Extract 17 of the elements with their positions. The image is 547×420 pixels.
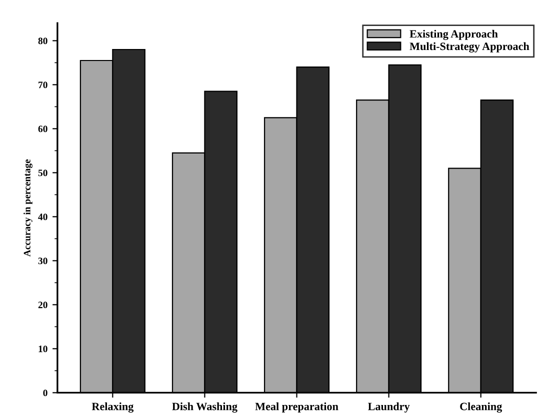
y-tick-label: 0 bbox=[43, 390, 48, 396]
x-tick-label: Meal preparation bbox=[255, 402, 338, 412]
x-tick-label: Dish Washing bbox=[172, 402, 238, 413]
y-tick-label: 60 bbox=[38, 126, 48, 132]
legend-label: Existing Approach bbox=[410, 30, 498, 40]
y-tick-label: 50 bbox=[38, 170, 48, 176]
y-tick-label: 10 bbox=[38, 346, 48, 352]
y-axis-title: Accuracy in percentage bbox=[24, 159, 32, 257]
y-tick-label: 40 bbox=[38, 214, 48, 220]
x-tick-label: Cleaning bbox=[460, 402, 502, 413]
x-tick-label: Laundry bbox=[368, 402, 410, 413]
y-tick-label: 80 bbox=[38, 38, 48, 44]
y-tick-label: 20 bbox=[38, 302, 48, 308]
legend-label: Multi-Strategy Approach bbox=[410, 42, 530, 52]
y-tick-label: 30 bbox=[38, 258, 48, 264]
y-tick-label: 70 bbox=[38, 82, 48, 88]
x-tick-label: Relaxing bbox=[92, 402, 134, 413]
